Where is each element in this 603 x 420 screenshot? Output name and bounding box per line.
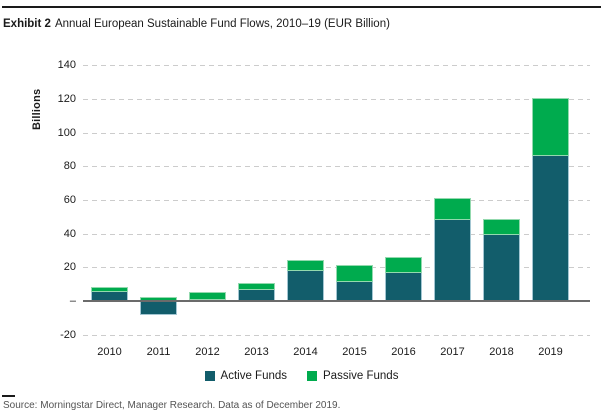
passive-segment-2013 — [239, 284, 274, 290]
gridline-60 — [83, 200, 590, 201]
legend-item-passive-funds: Passive Funds — [307, 370, 398, 382]
y-axis-tick-label-100: 100 — [57, 126, 76, 139]
gridline--20 — [83, 334, 590, 336]
passive-segment-2018 — [484, 220, 519, 234]
y-axis-tick-label--20: -20 — [60, 328, 76, 341]
legend-label: Active Funds — [220, 370, 288, 382]
x-axis-tick-label-2017: 2017 — [440, 346, 465, 358]
y-axis-tick-label-0: – — [69, 295, 76, 307]
y-axis-tick-label-20: 20 — [63, 261, 76, 274]
passive-funds-swatch-icon — [307, 371, 318, 381]
legend-item-active-funds: Active Funds — [204, 370, 288, 382]
passive-segment-2014 — [288, 260, 323, 270]
legend-label: Passive Funds — [323, 370, 399, 382]
top-rule — [2, 6, 601, 8]
gridline-100 — [83, 132, 590, 134]
active-segment-2010 — [92, 290, 127, 301]
passive-segment-2019 — [533, 99, 568, 155]
passive-segment-2016 — [386, 258, 421, 272]
y-axis-tick-label-140: 140 — [57, 59, 76, 72]
zero-axis-line — [83, 300, 590, 302]
x-axis-tick-label-2015: 2015 — [342, 346, 367, 358]
y-axis-tick-label-80: 80 — [63, 160, 76, 173]
gridline-40 — [83, 233, 590, 235]
x-axis-tick-label-2010: 2010 — [97, 346, 122, 358]
exhibit-label: Exhibit 2 — [3, 18, 51, 30]
active-segment-2013 — [239, 289, 274, 301]
passive-segment-2017 — [435, 199, 470, 220]
passive-segment-2010 — [92, 287, 127, 291]
gridline-140 — [83, 65, 590, 67]
x-axis-tick-label-2011: 2011 — [146, 346, 171, 358]
x-axis-tick-label-2014: 2014 — [293, 346, 318, 358]
gridline-80 — [83, 166, 590, 168]
source-note: Source: Morningstar Direct, Manager Rese… — [3, 400, 341, 411]
gridline-20 — [83, 267, 590, 269]
chart-legend: Active Funds Passive Funds — [0, 369, 603, 383]
exhibit-title-text: Annual European Sustainable Fund Flows, … — [54, 18, 390, 30]
active-segment-2011 — [141, 302, 176, 314]
active-segment-2014 — [288, 269, 323, 301]
active-segment-2018 — [484, 233, 519, 301]
active-funds-swatch-icon — [204, 371, 215, 381]
x-axis-tick-label-2013: 2013 — [244, 346, 269, 358]
x-axis-tick-label-2012: 2012 — [195, 346, 220, 358]
exhibit-title: Exhibit 2 Annual European Sustainable Fun… — [3, 17, 390, 31]
active-segment-2019 — [533, 154, 568, 301]
y-axis-tick-label-40: 40 — [63, 227, 76, 240]
x-axis-tick-label-2019: 2019 — [538, 346, 563, 358]
footer-rule — [2, 395, 15, 397]
active-segment-2016 — [386, 271, 421, 301]
passive-segment-2012 — [190, 293, 225, 300]
passive-segment-2011 — [141, 297, 176, 301]
x-axis-tick-label-2016: 2016 — [391, 346, 416, 358]
gridline-120 — [83, 99, 590, 100]
y-axis-tick-label-60: 60 — [63, 194, 76, 206]
passive-segment-2015 — [337, 266, 372, 281]
active-segment-2015 — [337, 280, 372, 301]
x-axis-tick-label-2018: 2018 — [489, 346, 514, 358]
y-axis-tick-label-120: 120 — [57, 93, 76, 105]
active-segment-2017 — [435, 219, 470, 301]
